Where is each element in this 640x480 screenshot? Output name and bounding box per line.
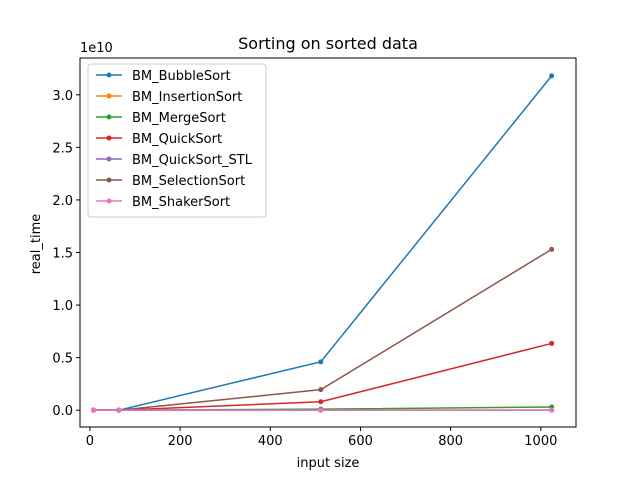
x-tick-label: 1000 xyxy=(524,434,557,449)
y-tick-label: 2.0 xyxy=(52,194,73,209)
axes-frame xyxy=(79,57,577,428)
x-axis-label: input size xyxy=(297,456,360,471)
y-tick-label: 2.5 xyxy=(52,141,73,156)
legend-label: BM_ShakerSort xyxy=(132,195,230,210)
data-point xyxy=(318,407,324,413)
x-tick-label: 0 xyxy=(86,434,94,449)
legend-label: BM_BubbleSort xyxy=(132,69,231,84)
y-tick-label: 3.0 xyxy=(52,89,73,104)
y-tick-label: 0.5 xyxy=(52,352,73,367)
ticks-group: 0 200 400 600 800 1000 0.0 0.5 1.0 1.5 2.0 2.5 3.0 xyxy=(52,89,557,449)
legend-swatch-marker xyxy=(106,114,112,120)
legend-label: BM_InsertionSort xyxy=(132,90,242,105)
legend-swatch-marker xyxy=(106,156,112,162)
legend-swatch-marker xyxy=(106,93,112,99)
data-point xyxy=(549,407,555,413)
y-tick-label: 0.0 xyxy=(52,404,73,419)
x-tick-label: 600 xyxy=(348,434,373,449)
plot-group xyxy=(91,73,555,413)
data-point xyxy=(549,340,555,346)
legend-label: BM_MergeSort xyxy=(132,111,226,126)
data-point xyxy=(549,73,555,79)
y-axis-label: real_time xyxy=(29,214,44,275)
x-tick-label: 400 xyxy=(258,434,283,449)
data-point xyxy=(549,246,555,252)
chart-title: Sorting on sorted data xyxy=(238,34,418,53)
legend-swatch-marker xyxy=(106,177,112,183)
data-point xyxy=(318,387,324,393)
data-point xyxy=(318,359,324,365)
legend-label: BM_QuickSort_STL xyxy=(132,153,253,168)
legend: BM_BubbleSort BM_InsertionSort BM_MergeSor… xyxy=(87,63,267,218)
data-point xyxy=(91,407,97,413)
legend-box xyxy=(87,63,267,218)
data-point xyxy=(318,399,324,405)
data-point xyxy=(116,407,122,413)
legend-swatch-marker xyxy=(106,72,112,78)
legend-label: BM_SelectionSort xyxy=(132,174,245,189)
legend-swatch-marker xyxy=(106,135,112,141)
legend-label: BM_QuickSort xyxy=(132,132,222,147)
x-tick-label: 800 xyxy=(438,434,463,449)
y-tick-label: 1.5 xyxy=(52,246,73,261)
y-offset-text: 1e10 xyxy=(80,41,113,56)
x-tick-label: 200 xyxy=(168,434,193,449)
legend-swatch-marker xyxy=(106,198,112,204)
y-tick-label: 1.0 xyxy=(52,299,73,314)
